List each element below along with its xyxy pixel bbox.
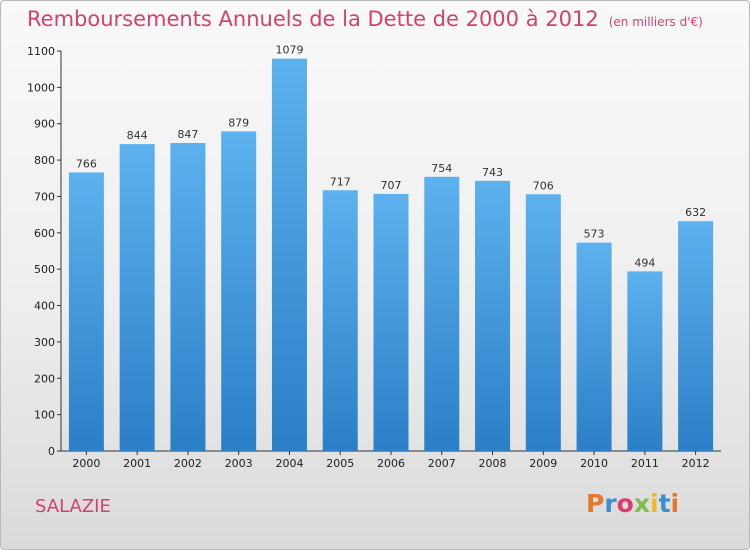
axes: 0 100 200 300 400 500 600 700 800 900 1000 1100 2000…	[27, 45, 721, 470]
bar-2008	[475, 180, 511, 451]
data-label-2000: 766	[76, 157, 97, 170]
data-label-2001: 844	[127, 129, 148, 142]
data-label-2003: 879	[228, 116, 249, 129]
data-label-2008: 743	[482, 166, 503, 179]
x-tick-label-2004: 2004	[275, 457, 303, 470]
bar-2006	[373, 193, 409, 451]
x-tick-label-2003: 2003	[225, 457, 253, 470]
data-label-2010: 573	[584, 228, 605, 241]
data-label-2007: 754	[431, 162, 452, 175]
place-name: SALAZIE	[35, 496, 111, 517]
data-label-2011: 494	[634, 256, 655, 269]
labels: 766 844 847 879 1079 717 707 754 743 706 573 494 632	[76, 44, 706, 270]
x-tick-label-2001: 2001	[123, 457, 151, 470]
y-tick-label: 900	[34, 118, 55, 131]
logo-letter: o	[616, 489, 634, 518]
y-tick-label: 600	[34, 227, 55, 240]
y-tick-label: 1100	[27, 45, 55, 58]
logo-letter: i	[650, 489, 659, 518]
x-tick-label-2002: 2002	[174, 457, 202, 470]
logo-letter: t	[658, 489, 671, 518]
bar-2001	[119, 144, 155, 451]
bar-2004	[271, 58, 307, 452]
x-tick-label-2005: 2005	[326, 457, 354, 470]
logo-letter: r	[604, 489, 617, 518]
y-tick-label: 400	[34, 300, 55, 313]
bar-2010	[576, 242, 612, 451]
data-label-2006: 707	[381, 179, 402, 192]
y-tick-label: 100	[34, 409, 55, 422]
data-label-2009: 706	[533, 179, 554, 192]
x-tick-label-2012: 2012	[682, 457, 710, 470]
logo-letter: x	[633, 489, 650, 518]
bar-2012	[678, 221, 714, 451]
y-tick-label: 200	[34, 372, 55, 385]
bar-2003	[221, 131, 257, 451]
chart-subtitle: (en milliers d'€)	[608, 15, 703, 29]
x-tick-label-2010: 2010	[580, 457, 608, 470]
x-tick-label-2008: 2008	[479, 457, 507, 470]
x-tick-label-2011: 2011	[631, 457, 659, 470]
chart-title-text: Remboursements Annuels de la Dette de 20…	[27, 7, 599, 31]
logo-letter: P	[586, 489, 605, 518]
x-tick-label-2009: 2009	[529, 457, 557, 470]
bar-2009	[525, 194, 561, 452]
data-label-2002: 847	[177, 128, 198, 141]
y-tick-label: 800	[34, 154, 55, 167]
data-label-2004: 1079	[275, 44, 303, 57]
data-label-2012: 632	[685, 206, 706, 219]
x-tick-label-2007: 2007	[428, 457, 456, 470]
y-tick-label: 1000	[27, 81, 55, 94]
bars	[68, 58, 714, 452]
y-tick-label: 700	[34, 190, 55, 203]
chart-title: Remboursements Annuels de la Dette de 20…	[27, 7, 703, 31]
bar-2005	[322, 190, 358, 452]
bar-2002	[170, 143, 206, 451]
logo-letter: i	[670, 489, 680, 518]
y-tick-label: 500	[34, 263, 55, 276]
x-tick-label-2006: 2006	[377, 457, 405, 470]
y-tick-label: 0	[48, 445, 55, 458]
proxiti-logo: Proxiti	[586, 489, 679, 518]
bar-2007	[424, 176, 460, 451]
bar-2000	[68, 172, 104, 452]
data-label-2005: 717	[330, 175, 351, 188]
y-tick-label: 300	[34, 336, 55, 349]
bar-2011	[627, 271, 663, 451]
x-tick-label-2000: 2000	[72, 457, 100, 470]
